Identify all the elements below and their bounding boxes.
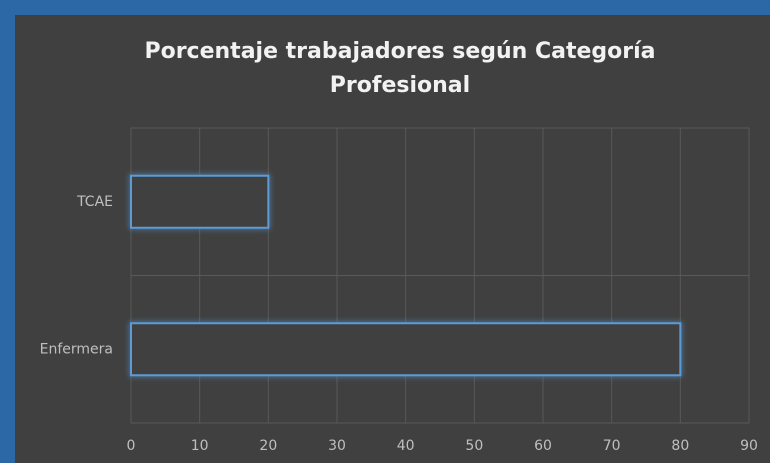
y-tick-label: TCAE (76, 194, 113, 210)
x-tick-label: 80 (671, 438, 689, 454)
x-tick-label: 50 (465, 438, 483, 454)
bar (130, 174, 270, 229)
y-tick-label: Enfermera (40, 341, 113, 357)
x-tick-label: 0 (127, 438, 136, 454)
chart-panel: Porcentaje trabajadores según Categoría … (15, 15, 770, 463)
x-tick-label: 60 (534, 438, 552, 454)
x-tick-label: 70 (603, 438, 621, 454)
x-tick-label: 40 (397, 438, 415, 454)
x-tick-label: 10 (191, 438, 209, 454)
x-tick-label: 20 (259, 438, 277, 454)
x-tick-label: 30 (328, 438, 346, 454)
bar (130, 322, 682, 377)
chart-title: Porcentaje trabajadores según Categoría … (144, 39, 656, 98)
x-tick-label: 90 (740, 438, 758, 454)
